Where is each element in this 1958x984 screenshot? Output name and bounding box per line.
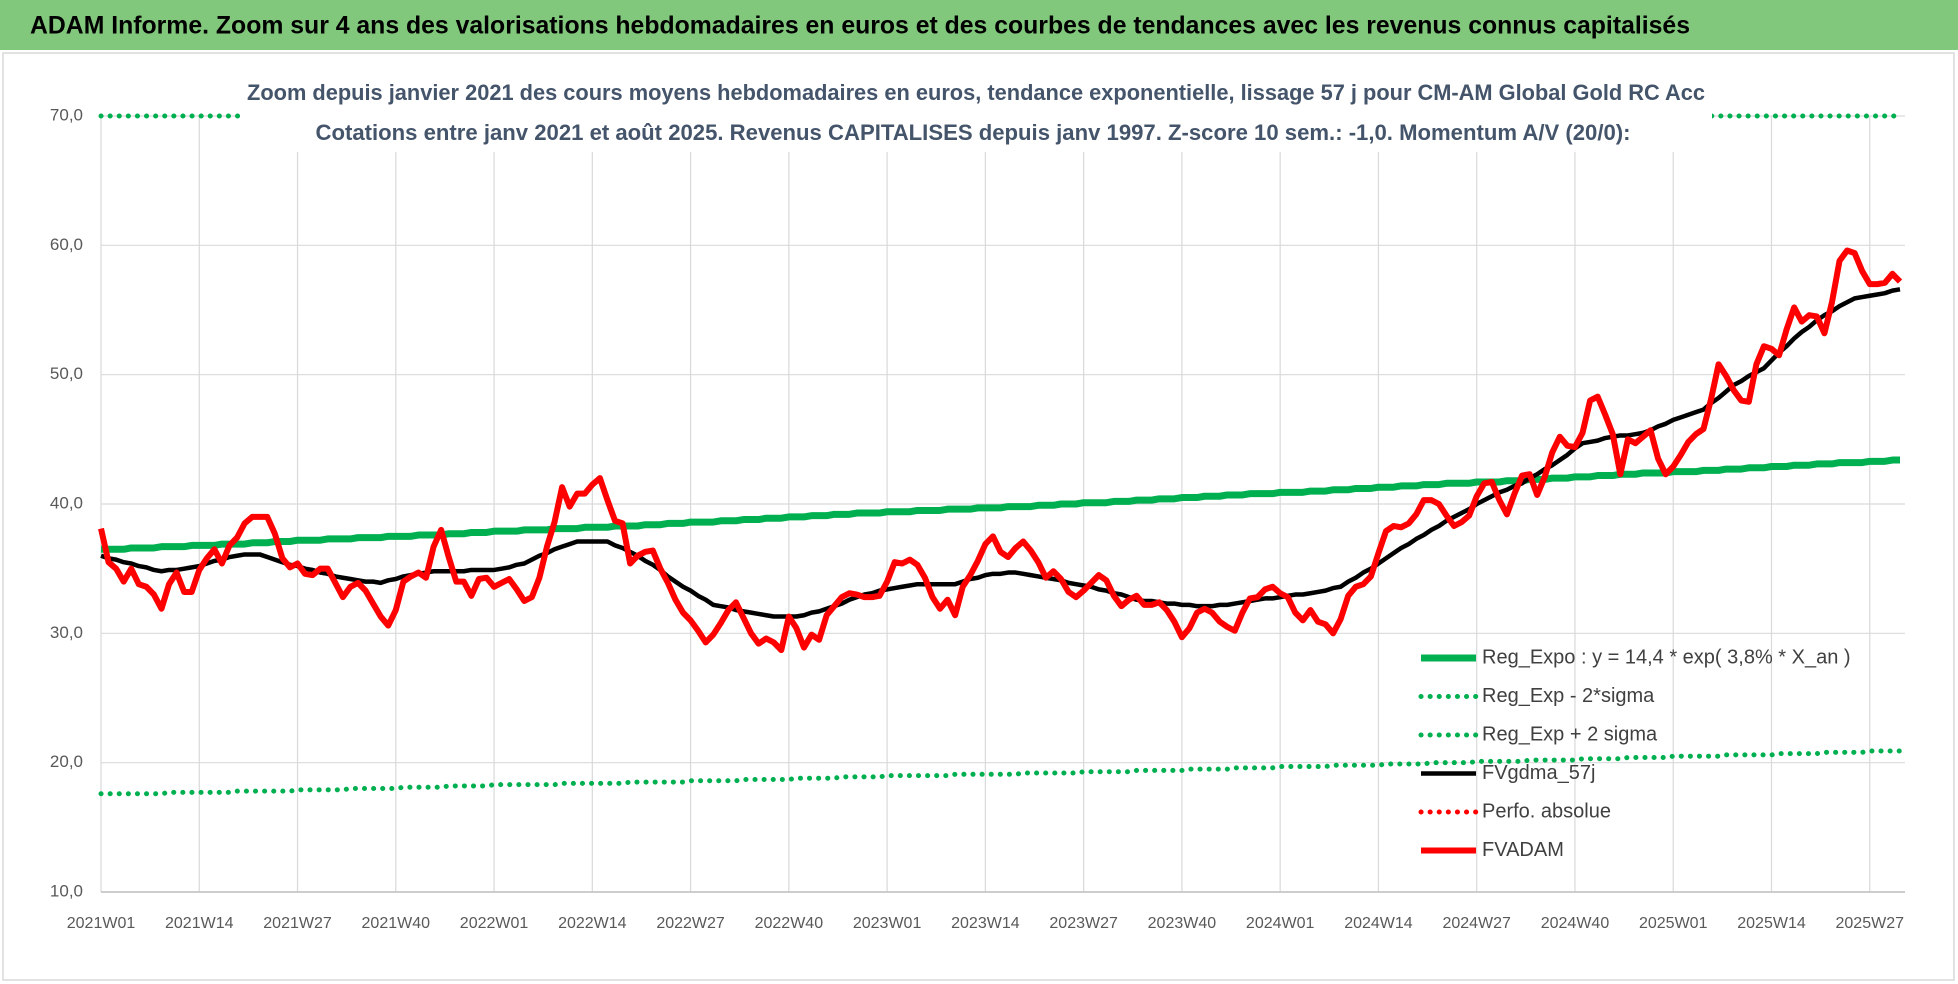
x-tick-label: 2022W27: [656, 915, 725, 932]
x-tick-label: 2024W40: [1541, 915, 1610, 932]
series-line: [100, 287, 1901, 619]
legend-label: FVADAM: [1482, 839, 1564, 861]
chart-frame: [2, 52, 1955, 981]
y-tick-label: 50,0: [50, 364, 83, 383]
x-tick-label: 2023W01: [853, 915, 922, 932]
legend-label: Perfo. absolue: [1482, 800, 1611, 822]
axes: 10,0 20,0 30,0 40,0 50,0 60,0 70,0 2021W01 2021W…: [50, 105, 1905, 932]
chart-title: Zoom depuis janvier 2021 des cours moyen…: [247, 80, 1705, 105]
y-tick-label: 20,0: [50, 752, 83, 771]
y-tick-label: 40,0: [50, 493, 83, 512]
y-tick-label: 10,0: [50, 881, 83, 900]
legend-label: FVgdma_57j: [1482, 762, 1595, 784]
y-tick-label: 60,0: [50, 235, 83, 254]
series-line: [101, 456, 1900, 553]
legend-label: Reg_Exp + 2 sigma: [1482, 723, 1658, 745]
x-tick-label: 2021W14: [165, 915, 234, 932]
x-tick-label: 2022W14: [558, 915, 627, 932]
series-line: [98, 247, 1903, 654]
x-tick-label: 2021W40: [362, 915, 431, 932]
header-title: ADAM Informe. Zoom sur 4 ans des valoris…: [30, 12, 1690, 40]
x-tick-label: 2025W14: [1737, 915, 1806, 932]
x-tick-label: 2024W14: [1344, 915, 1413, 932]
series-line: [98, 748, 1903, 797]
header-bar: [0, 0, 1958, 50]
x-tick-label: 2025W01: [1639, 915, 1708, 932]
x-tick-label: 2024W01: [1246, 915, 1315, 932]
y-tick-label: 30,0: [50, 623, 83, 642]
chart-subtitle: Cotations entre janv 2021 et août 2025. …: [316, 120, 1631, 145]
legend: Reg_Expo : y = 14,4 * exp( 3,8% * X_an )…: [1418, 646, 1851, 861]
x-tick-label: 2023W27: [1049, 915, 1118, 932]
legend-label: Reg_Expo : y = 14,4 * exp( 3,8% * X_an ): [1482, 646, 1851, 668]
y-tick-label: 70,0: [50, 105, 83, 124]
x-tick-label: 2023W40: [1148, 915, 1217, 932]
x-tick-label: 2021W01: [67, 915, 136, 932]
plot-area: [98, 113, 1903, 797]
x-tick-label: 2022W40: [755, 915, 824, 932]
x-tick-label: 2024W27: [1442, 915, 1511, 932]
x-tick-label: 2022W01: [460, 915, 529, 932]
legend-label: Reg_Exp - 2*sigma: [1482, 685, 1655, 707]
title-backdrop: [240, 74, 1712, 152]
x-tick-label: 2025W27: [1836, 915, 1905, 932]
x-tick-label: 2023W14: [951, 915, 1020, 932]
x-tick-label: 2021W27: [263, 915, 332, 932]
